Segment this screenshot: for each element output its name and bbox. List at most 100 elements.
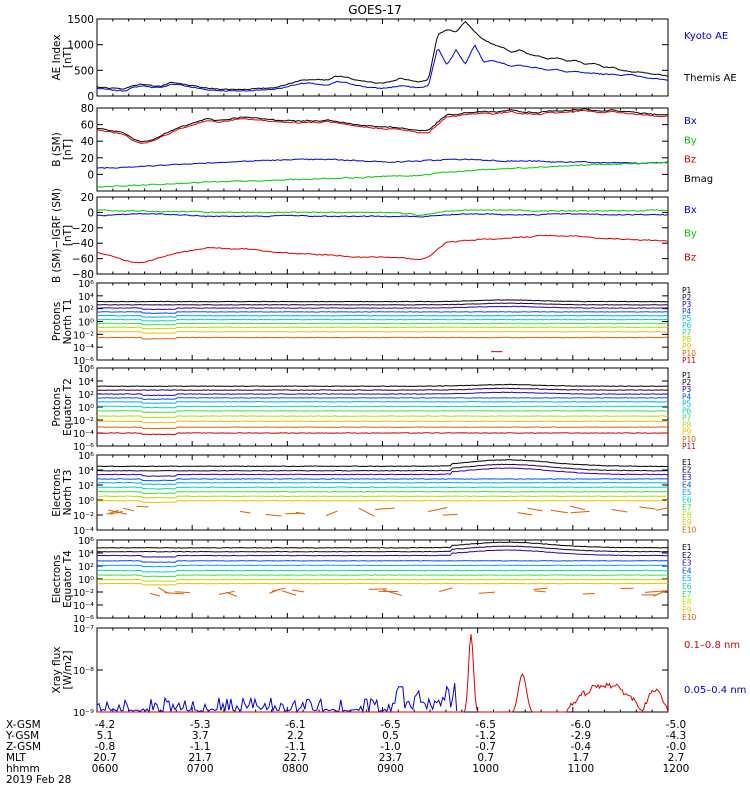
legend-p3: P3 (682, 300, 692, 309)
ephemeris-value: -6.0 (571, 719, 592, 731)
y-tick-label: 10⁻⁶ (73, 614, 94, 625)
y-tick-label: 10⁻⁹ (73, 708, 94, 719)
legend-p3: P3 (682, 385, 692, 394)
legend-bx: Bx (684, 205, 697, 216)
series-segment-e10 (375, 507, 395, 510)
y-tick-label: 20 (81, 153, 94, 165)
series-segment-e10 (325, 510, 338, 517)
series-line-e8 (96, 578, 669, 582)
y-axis-label: B (SM)[nT] (51, 132, 74, 166)
ephemeris-value: -0.4 (571, 741, 592, 753)
series-line-e5 (96, 564, 669, 568)
legend-e9: E9 (682, 518, 692, 527)
y-tick-label: 10⁴ (78, 549, 94, 560)
legend-p5: P5 (682, 314, 692, 323)
ephemeris-value: -2.9 (571, 730, 592, 742)
legend-e5: E5 (682, 574, 692, 583)
y-tick-label: 10² (78, 481, 94, 492)
y-tick-label: 10⁶ (78, 536, 94, 547)
ephemeris-value: -0.0 (666, 741, 687, 753)
legend-e2: E2 (682, 466, 692, 475)
legend-e9: E9 (682, 605, 692, 614)
series-segment-e10 (442, 513, 458, 516)
y-tick-label: 10⁻⁶ (73, 442, 94, 453)
ephemeris-value: 0900 (377, 763, 404, 775)
plot-date: 2019 Feb 28 (6, 774, 71, 786)
series-segment-e10 (295, 511, 306, 515)
ephemeris-label: hhmm (6, 763, 40, 775)
series-segment-e10 (240, 510, 251, 514)
series-line-p2 (96, 302, 669, 306)
series-line-e6 (96, 486, 669, 490)
series-line-e9 (96, 499, 669, 504)
series-line-e2 (96, 463, 669, 472)
ephemeris-label: X-GSM (6, 719, 41, 731)
y-tick-label: 500 (74, 65, 94, 77)
y-tick-label: 10⁻² (73, 330, 94, 341)
series-line-kyoto-ae (96, 44, 669, 92)
legend-e6: E6 (682, 496, 692, 505)
series-line-p9 (96, 330, 668, 334)
y-tick-label: 10⁻² (73, 416, 94, 427)
ephemeris-value: -5.3 (190, 719, 211, 731)
legend-e8: E8 (682, 598, 692, 607)
series-line-e1 (96, 459, 669, 468)
series-segment-e10 (611, 509, 628, 513)
ephemeris-value: -4.2 (95, 719, 116, 731)
series-segment-e10 (164, 592, 184, 595)
series-line-p7 (96, 410, 669, 413)
legend-p4: P4 (682, 392, 692, 401)
ephemeris-value: -5.0 (666, 719, 687, 731)
ephemeris-value: 0800 (282, 763, 309, 775)
panel-frame (96, 282, 669, 361)
legend-p6: P6 (682, 406, 692, 415)
panel-bigrf: −80 −60 −40 −20 0 20 B (SM)−IGRF (SM)[nT] Bx By B… (51, 188, 697, 283)
series-segment-e10 (639, 506, 656, 510)
y-axis-label: Xray flux[W/m2] (51, 647, 74, 694)
legend-p11: P11 (682, 442, 696, 451)
legend-themis-ae: Themis AE (683, 73, 737, 84)
ephemeris-value: 1.7 (572, 752, 589, 764)
series-line-bz (96, 109, 669, 144)
ephemeris-value: 0600 (92, 763, 119, 775)
series-segment-e10 (439, 587, 453, 593)
series-line-p11 (96, 432, 669, 436)
ephemeris-value: -0.8 (95, 741, 116, 753)
legend-0-1-0-8-nm: 0.1–0.8 nm (684, 640, 740, 651)
series-line-p8 (97, 415, 669, 419)
y-tick-label: 0 (87, 91, 94, 103)
y-tick-label: 10⁴ (78, 377, 94, 388)
series-line-e4 (96, 559, 669, 563)
series-segment-e10 (582, 592, 595, 595)
y-tick-label: 10² (78, 305, 94, 316)
ephemeris-value: -1.1 (285, 741, 306, 753)
y-tick-label: 10⁻⁴ (73, 429, 94, 440)
legend-e1: E1 (682, 543, 692, 552)
series-line-p10 (96, 426, 669, 430)
ephemeris-value: 23.7 (379, 752, 402, 764)
series-segment-e10 (358, 507, 375, 517)
panel-bsm: 0 20 40 60 80 B (SM)[nT] Bx By Bz Bmag (51, 103, 713, 192)
y-tick-label: 10⁶ (78, 451, 94, 462)
series-segment-e10 (281, 590, 297, 596)
legend-p9: P9 (682, 428, 692, 437)
ephemeris-value: 0.5 (382, 730, 399, 742)
legend-p8: P8 (682, 421, 692, 430)
legend-e4: E4 (682, 481, 692, 490)
ephemeris-value: 20.7 (93, 752, 116, 764)
series-line-p10 (97, 336, 669, 340)
ephemeris-value: 1200 (663, 763, 690, 775)
series-line-e2 (96, 545, 669, 553)
series-line-e5 (96, 481, 668, 486)
series-line-themis-ae (96, 20, 669, 91)
series-line-p8 (96, 326, 668, 330)
y-tick-label: 10⁻⁴ (73, 601, 94, 612)
series-segment-e10 (271, 587, 286, 592)
legend-e10: E10 (682, 526, 697, 535)
y-tick-label: 80 (81, 103, 94, 115)
legend-p5: P5 (682, 399, 692, 408)
ephemeris-label: Z-GSM (6, 741, 41, 753)
ephemeris-value: 2.7 (668, 752, 685, 764)
legend-p4: P4 (682, 307, 692, 316)
legend-by: By (684, 229, 697, 240)
